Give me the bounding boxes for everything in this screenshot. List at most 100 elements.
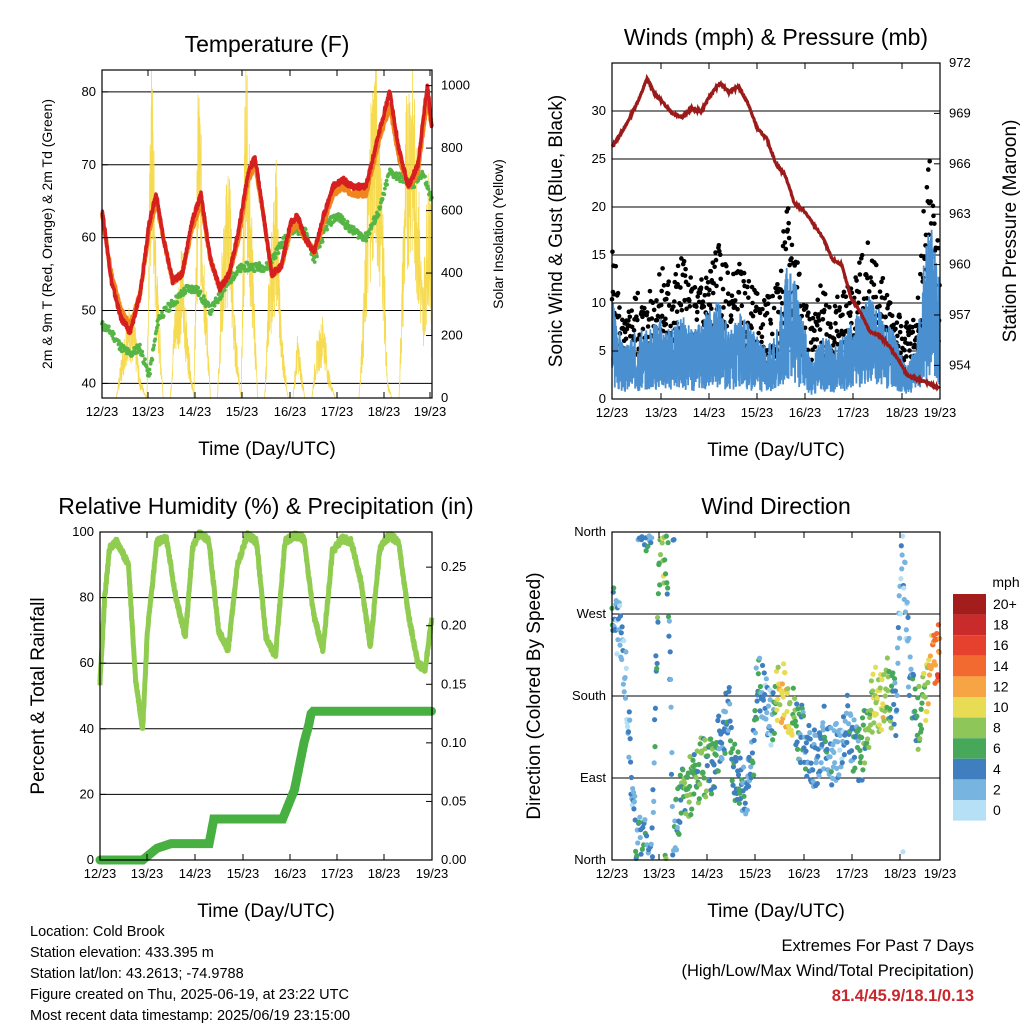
gust-point (718, 276, 724, 282)
direction-point (828, 725, 834, 731)
gust-point (771, 305, 777, 311)
y2-tick-label: 0.05 (441, 793, 466, 808)
dewpoint-point (150, 358, 155, 362)
direction-point (768, 742, 774, 748)
direction-point (873, 711, 880, 717)
y-axis-label: 2m & 9m T (Red, Orange) & 2m Td (Green) (39, 99, 55, 369)
gust-point (828, 325, 834, 330)
direction-point (757, 655, 763, 661)
x-tick-label: 12/23 (84, 866, 117, 881)
gust-point (761, 298, 767, 303)
direction-point (806, 722, 812, 729)
x-tick-label: 19/23 (924, 405, 957, 420)
gust-point (728, 313, 734, 318)
gust-point (822, 291, 828, 297)
gust-point (780, 289, 785, 295)
direction-point (760, 697, 766, 703)
y-tick-label: North (574, 852, 606, 867)
x-tick-label: 13/23 (645, 405, 678, 420)
direction-point (851, 717, 857, 723)
dewpoint-point (210, 307, 215, 312)
direction-point (702, 737, 708, 743)
direction-point (708, 736, 714, 742)
y-tick-label: 80 (82, 84, 96, 99)
direction-point (669, 749, 675, 756)
dewpoint-point (378, 205, 383, 209)
legend-label: 0 (993, 802, 1001, 818)
legend-label: 6 (993, 740, 1001, 756)
dewpoint-point (138, 342, 142, 347)
direction-point (634, 853, 640, 859)
gust-point (935, 238, 940, 243)
direction-point (902, 609, 909, 615)
gust-point (709, 306, 714, 311)
gust-point (750, 313, 756, 319)
direction-point (614, 651, 620, 657)
direction-point (848, 712, 854, 718)
x-tick-label: 14/23 (691, 866, 724, 881)
gust-point (765, 301, 771, 307)
dewpoint-point (351, 225, 356, 230)
direction-point (832, 760, 838, 766)
gust-point (832, 303, 838, 309)
dewpoint-point (367, 231, 372, 236)
gust-point (903, 354, 909, 359)
direction-point (625, 729, 632, 735)
direction-point (711, 784, 718, 790)
x-tick-label: 13/23 (131, 866, 164, 881)
direction-point (777, 702, 783, 708)
x-tick-label: 16/23 (274, 866, 307, 881)
direction-point (650, 787, 656, 793)
created-text: Figure created on Thu, 2025-06-19, at 23… (30, 987, 349, 1003)
direction-point (773, 668, 780, 674)
direction-point (894, 645, 901, 651)
direction-point (633, 848, 639, 855)
gust-point (642, 305, 647, 311)
direction-point (715, 717, 721, 724)
dewpoint-point (160, 310, 164, 315)
direction-point (664, 591, 670, 597)
dewpoint-point (312, 260, 317, 264)
gust-point (701, 304, 707, 309)
gust-point (864, 296, 870, 301)
direction-point (759, 662, 766, 669)
direction-point (757, 683, 764, 690)
dewpoint-point (276, 251, 281, 255)
direction-point (869, 729, 875, 735)
dewpoint-point (317, 244, 322, 249)
gust-point (921, 208, 926, 214)
direction-point (737, 755, 743, 761)
y-tick-label: East (580, 770, 606, 785)
direction-point (704, 763, 710, 769)
dewpoint-point (106, 324, 111, 329)
direction-point (817, 768, 823, 774)
gust-point (924, 184, 930, 190)
gust-point (840, 312, 845, 318)
gust-point (665, 291, 671, 297)
gust-point (816, 318, 822, 323)
direction-point (691, 752, 697, 758)
legend-label: 4 (993, 761, 1001, 777)
gust-point (804, 303, 809, 309)
gust-point (888, 300, 893, 306)
gust-point (623, 336, 629, 342)
direction-point (651, 798, 657, 805)
direction-point (619, 624, 625, 630)
direction-point (775, 664, 781, 670)
direction-point (631, 806, 637, 812)
gust-point (928, 221, 934, 226)
direction-point (857, 759, 863, 766)
legend-title: mph (992, 574, 1019, 590)
direction-point (654, 665, 660, 672)
direction-point (890, 670, 896, 676)
direction-point (898, 543, 904, 549)
gust-point (635, 317, 640, 323)
direction-point (807, 730, 813, 736)
gust-point (674, 309, 680, 314)
legend-swatch (953, 635, 986, 656)
direction-point (792, 718, 799, 724)
gust-point (661, 283, 667, 288)
y-axis-label: Direction (Colored By Speed) (524, 572, 545, 819)
plot-frame (101, 69, 433, 399)
legend-swatch (953, 676, 986, 697)
